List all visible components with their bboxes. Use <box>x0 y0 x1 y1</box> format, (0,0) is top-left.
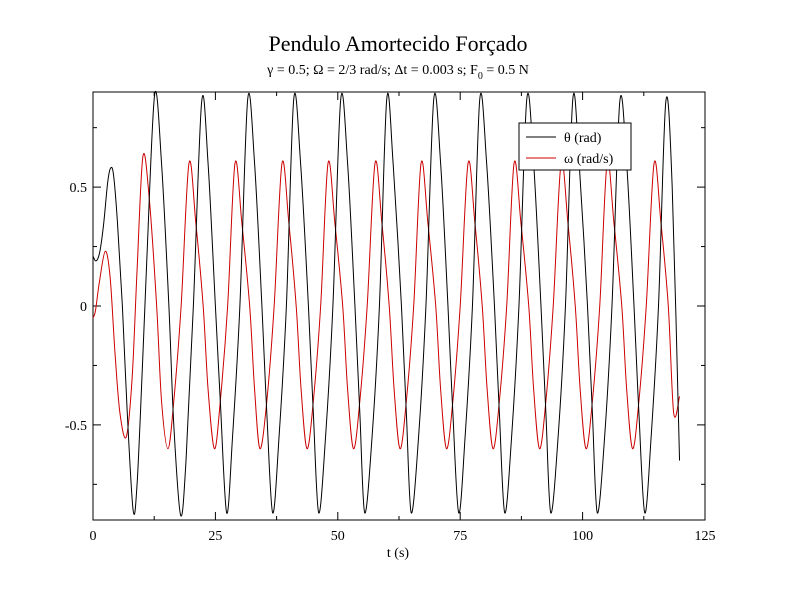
chart-subtitle-subscript: 0 <box>478 71 483 82</box>
chart-subtitle-part2: = 0.5 N <box>483 63 529 78</box>
x-tick-label: 100 <box>572 529 593 544</box>
legend: θ (rad) ω (rad/s) <box>518 122 632 171</box>
chart-subtitle-part1: γ = 0.5; Ω = 2/3 rad/s; Δt = 0.003 s; F <box>266 63 478 78</box>
x-tick-label: 125 <box>695 529 716 544</box>
x-tick-label: 25 <box>208 529 222 544</box>
x-tick-label: 0 <box>90 529 97 544</box>
y-tick-label: -0.5 <box>65 419 87 434</box>
x-tick-label: 50 <box>331 529 345 544</box>
axis-ticks: 0 25 50 75 100 125 -0.5 0 0.5 <box>65 92 716 544</box>
x-tick-label: 75 <box>453 529 467 544</box>
series-line-theta <box>92 91 681 517</box>
x-axis-label: t (s) <box>387 546 410 561</box>
plot-lines <box>92 91 681 517</box>
legend-label-omega: ω (rad/s) <box>564 152 614 167</box>
legend-label-theta: θ (rad) <box>564 131 602 146</box>
legend-box <box>518 122 632 171</box>
chart-subtitle: γ = 0.5; Ω = 2/3 rad/s; Δt = 0.003 s; F0… <box>266 63 529 82</box>
y-tick-label: 0 <box>80 300 87 315</box>
chart-title: Pendulo Amortecido Forçado <box>268 31 527 56</box>
y-tick-label: 0.5 <box>70 181 88 196</box>
